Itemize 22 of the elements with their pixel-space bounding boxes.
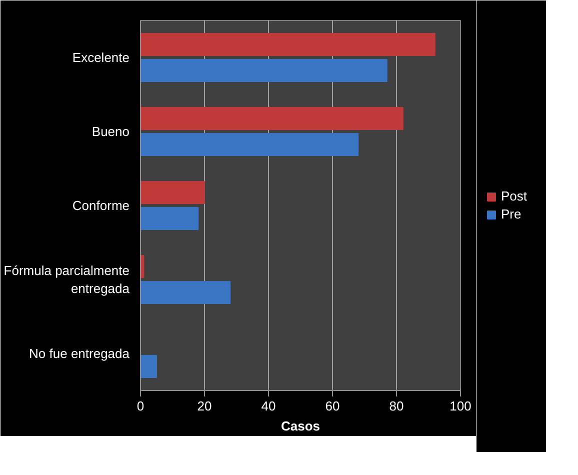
y-tick-label: Bueno [92, 124, 130, 139]
bar [140, 58, 388, 82]
bar [140, 132, 359, 156]
y-tick-label: Excelente [72, 50, 130, 65]
bar [140, 206, 199, 230]
bar [140, 181, 205, 204]
y-tick-label: Conforme [72, 198, 130, 213]
x-tick-label: 20 [197, 398, 212, 414]
bar [140, 107, 404, 130]
y-tick-label: Fórmula parcialmente entregada [4, 263, 130, 296]
legend-label: Pre [501, 206, 522, 222]
bar [140, 280, 231, 304]
x-tick-label: 40 [261, 398, 276, 414]
x-tick-label: 100 [450, 398, 472, 414]
x-axis-title: Casos [280, 418, 320, 434]
bar [140, 354, 157, 378]
legend-label: Post [501, 188, 528, 204]
bar [140, 33, 436, 56]
x-tick-label: 80 [389, 398, 404, 414]
x-tick-label: 0 [136, 398, 144, 414]
x-tick-label: 60 [325, 398, 340, 414]
y-tick-label: No fue entregada [29, 346, 130, 361]
